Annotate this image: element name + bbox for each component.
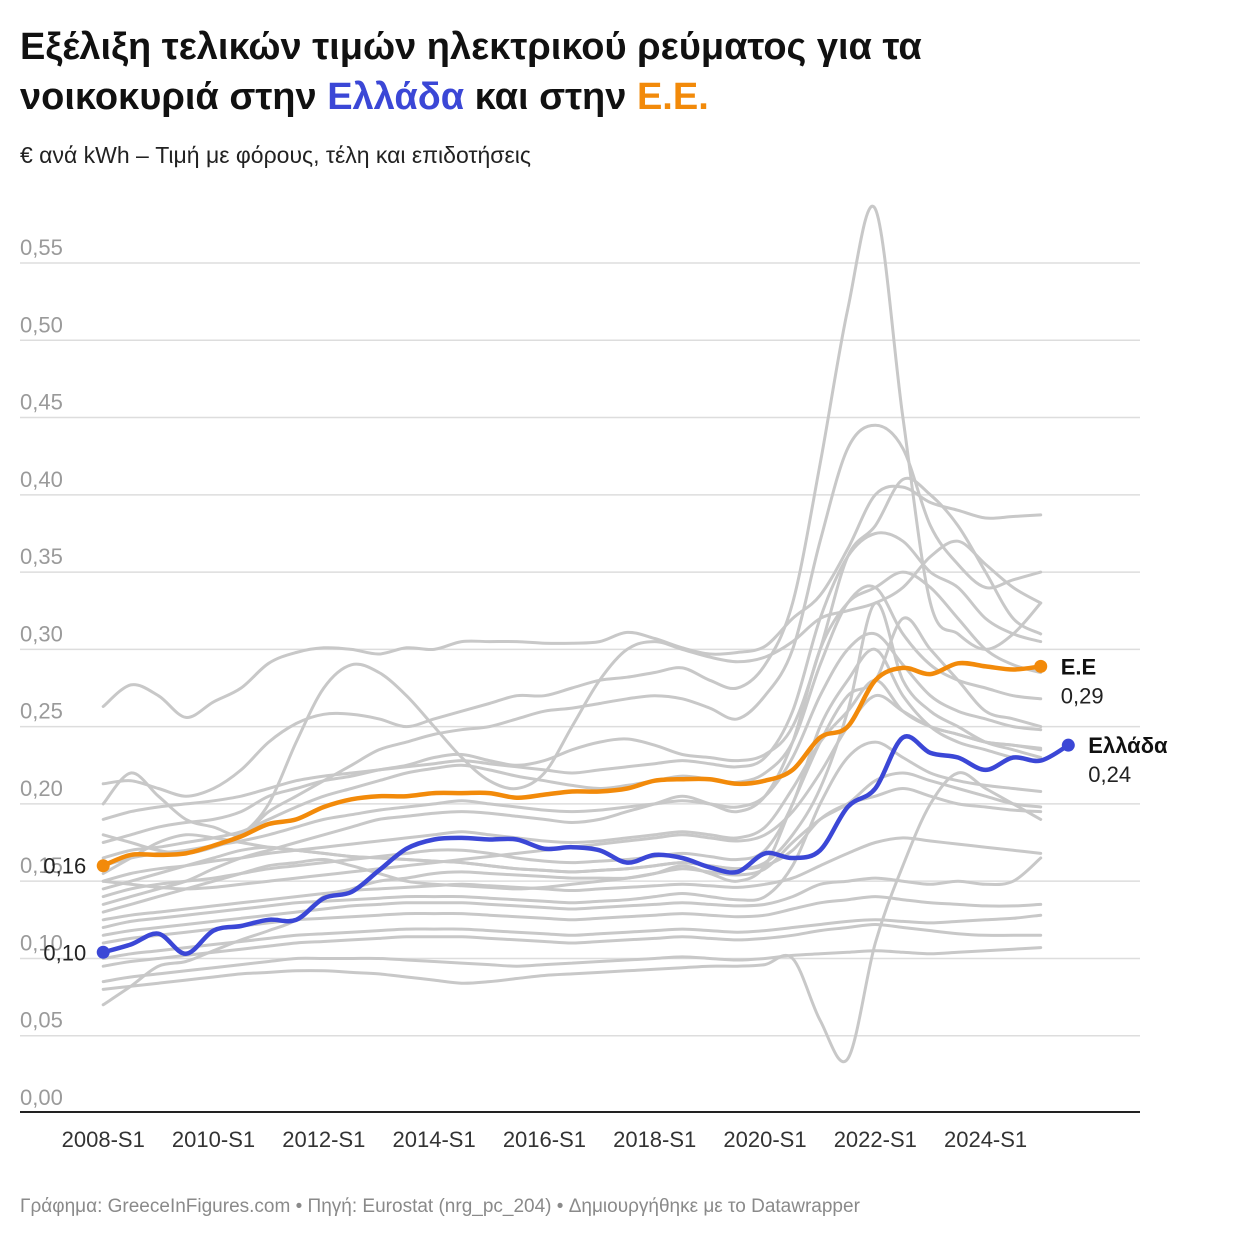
series-line-other	[101, 836, 1043, 922]
chart-subtitle: € ανά kWh – Τιμή με φόρους, τέλη και επι…	[20, 142, 531, 168]
series-line-other	[101, 601, 1043, 875]
y-tick-label: 0,45	[20, 390, 63, 415]
series-line-other	[101, 856, 1043, 937]
y-tick-label: 0,00	[20, 1085, 63, 1110]
other-countries-series	[101, 204, 1043, 1064]
series-name-label-eu: Ε.Ε	[1061, 654, 1096, 679]
gridlines	[20, 262, 1140, 1113]
x-tick-label: 2018-S1	[613, 1127, 696, 1152]
series-line-other	[101, 423, 1043, 837]
line-chart: 0,00 0,05 0,10 0,15 0,20 0,25 0,30 0,35 0,40 0,45…	[20, 204, 1168, 1152]
y-tick-label: 0,35	[20, 544, 63, 569]
y-tick-label: 0,10	[20, 930, 63, 955]
end-point-greece	[1061, 738, 1075, 752]
y-tick-label: 0,25	[20, 699, 63, 724]
end-value-label-greece: 0,24	[1088, 762, 1131, 787]
series-line-other	[101, 678, 1043, 883]
chart-footer: Γράφημα: GreeceInFigures.com • Πηγή: Eur…	[20, 1196, 860, 1217]
chart-title-eu: Ε.Ε.	[636, 76, 709, 118]
series-line-other	[101, 895, 1043, 945]
start-point-greece	[96, 945, 110, 959]
series-name-label-greece: Ελλάδα	[1088, 733, 1168, 758]
series-line-other	[101, 771, 1043, 1064]
x-tick-label: 2016-S1	[503, 1127, 586, 1152]
series-line-other	[101, 616, 1043, 1007]
start-value-label-greece: 0,10	[43, 940, 86, 965]
series-line-eu	[100, 660, 1043, 868]
series-line-other	[101, 476, 1043, 844]
chart-title-line1: Εξέλιξη τελικών τιμών ηλεκτρικού ρεύματο…	[20, 26, 922, 68]
chart-title-greece: Ελλάδα	[327, 76, 465, 118]
x-tick-label: 2024-S1	[944, 1127, 1027, 1152]
y-tick-label: 0,15	[20, 853, 63, 878]
series-line-other	[101, 946, 1043, 984]
series-line-other	[101, 631, 1043, 868]
series-line-other	[101, 204, 1043, 798]
series-labels: 0,16 Ε.Ε 0,29 0,10 Ελλάδα 0,24	[43, 654, 1168, 965]
x-tick-label: 2014-S1	[393, 1127, 476, 1152]
chart-title-line2-middle: και στην	[464, 76, 637, 118]
series-line-other	[101, 923, 1043, 968]
y-tick-label: 0,50	[20, 312, 63, 337]
series-line-other	[101, 484, 1043, 719]
x-tick-label: 2022-S1	[834, 1127, 917, 1152]
y-tick-label: 0,30	[20, 621, 63, 646]
y-axis-tick-labels: 0,00 0,05 0,10 0,15 0,20 0,25 0,30 0,35 0,40 0,45…	[20, 235, 63, 1110]
x-axis-tick-labels: 2008-S1 2010-S1 2012-S1 2014-S1 2016-S1 2018-…	[62, 1127, 1028, 1152]
highlighted-series	[96, 659, 1075, 959]
y-tick-label: 0,05	[20, 1008, 63, 1033]
series-line-other	[101, 539, 1043, 855]
start-point-eu	[96, 859, 110, 873]
y-tick-label: 0,40	[20, 467, 63, 492]
x-tick-label: 2008-S1	[62, 1127, 145, 1152]
series-line-greece	[100, 734, 1071, 957]
series-line-other	[101, 647, 1043, 899]
start-value-label-eu: 0,16	[43, 854, 86, 879]
chart-title: Εξέλιξη τελικών τιμών ηλεκτρικού ρεύματο…	[20, 22, 1200, 122]
series-line-other	[101, 584, 1043, 860]
x-tick-label: 2020-S1	[723, 1127, 806, 1152]
y-tick-label: 0,20	[20, 776, 63, 801]
series-line-other	[101, 570, 1043, 906]
end-value-label-eu: 0,29	[1061, 683, 1104, 708]
x-tick-label: 2012-S1	[282, 1127, 365, 1152]
end-point-eu	[1034, 659, 1048, 673]
series-line-other	[101, 531, 1043, 821]
x-tick-label: 2010-S1	[172, 1127, 255, 1152]
y-tick-label: 0,55	[20, 235, 63, 260]
series-line-other	[101, 740, 1043, 929]
chart-title-line2-prefix: νοικοκυριά στην	[20, 76, 328, 118]
